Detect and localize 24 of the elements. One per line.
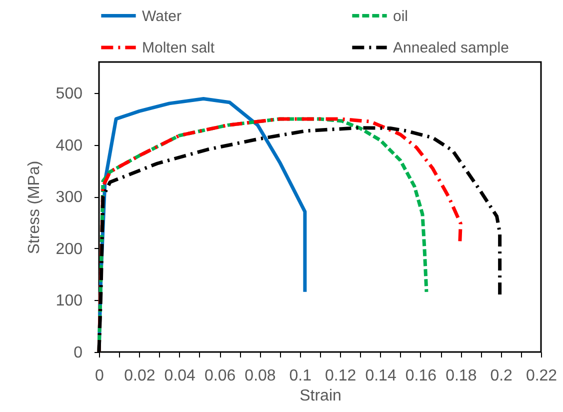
y-axis-title: Stress (MPa) bbox=[26, 160, 43, 254]
x-tick-label: 0.04 bbox=[164, 368, 196, 384]
x-tick-label: 0.02 bbox=[124, 368, 156, 384]
legend-label: oil bbox=[393, 8, 408, 25]
x-tick-label: 0.1 bbox=[289, 368, 312, 384]
x-tick-label: 0.16 bbox=[405, 368, 437, 384]
x-tick-label: 0.22 bbox=[526, 368, 558, 384]
y-tick-label: 500 bbox=[56, 86, 83, 103]
x-tick-label: 0.12 bbox=[325, 368, 356, 384]
x-tick-label: 0.14 bbox=[365, 368, 396, 384]
x-tick-label: 0.18 bbox=[446, 368, 477, 384]
y-tick-label: 0 bbox=[74, 344, 83, 362]
x-tick-label: 0 bbox=[95, 368, 104, 384]
y-tick-label: 300 bbox=[56, 189, 83, 206]
y-tick-label: 200 bbox=[56, 240, 83, 258]
legend-label: Molten salt bbox=[142, 40, 216, 56]
y-tick-label: 100 bbox=[56, 292, 83, 310]
x-tick-label: 0.08 bbox=[244, 368, 276, 384]
x-tick-label: 0.06 bbox=[204, 368, 236, 384]
legend-label: Annealed sample bbox=[393, 40, 509, 56]
legend-label: Water bbox=[142, 8, 182, 25]
x-axis-title: Strain bbox=[300, 388, 342, 404]
x-tick-label: 0.2 bbox=[490, 368, 513, 384]
y-tick-label: 400 bbox=[56, 137, 83, 154]
